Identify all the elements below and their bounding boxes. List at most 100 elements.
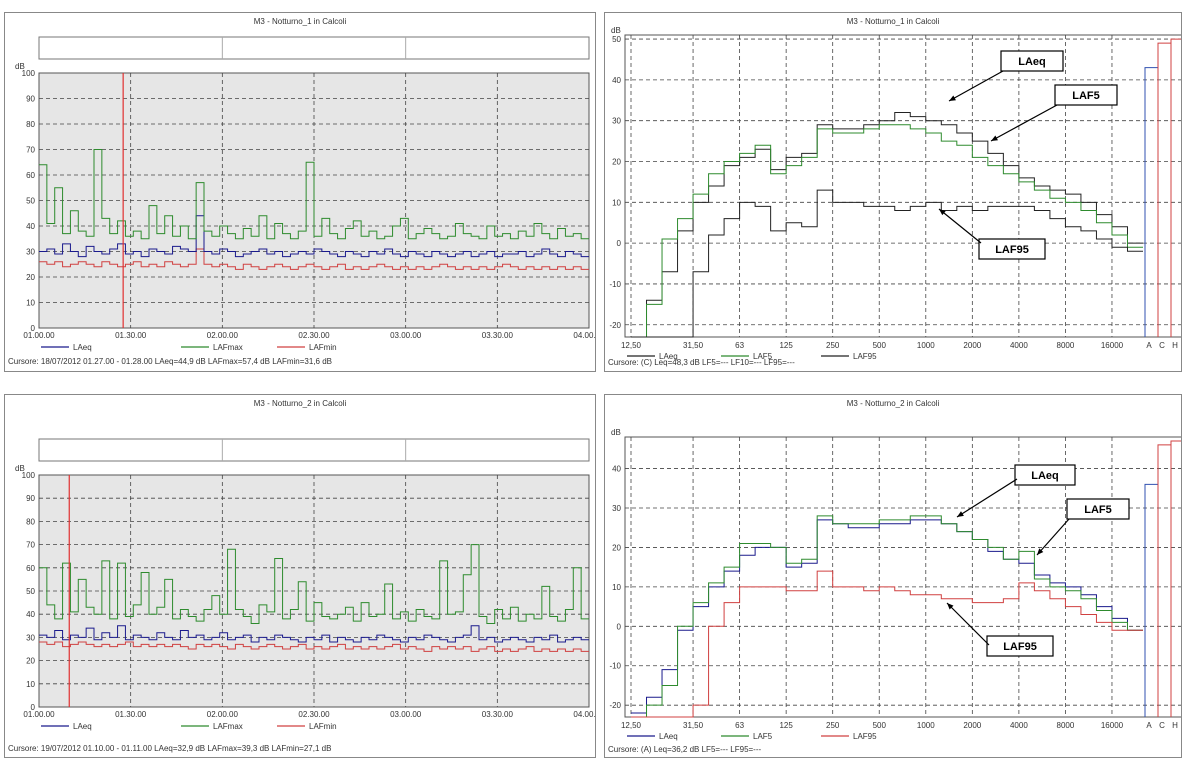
y-tick-label: 80 [26,120,35,129]
legend-label: LAeq [659,732,678,741]
x-tick-label: 4000 [1010,721,1028,730]
x-tick-label: 01.30.00 [115,710,147,719]
y-tick-label: 10 [612,198,621,207]
legend-label: LAF95 [853,352,877,361]
y-tick-label: 30 [26,633,35,642]
cursor-readout: Cursore: 19/07/2012 01.10.00 - 01.11.00 … [8,744,332,753]
series-line-laf5 [631,515,1143,718]
y-tick-label: 20 [26,657,35,666]
y-tick-label: 0 [617,622,622,631]
x-tick-label: 1000 [917,341,935,350]
callout-label: LAF5 [1072,90,1100,102]
callout-label: LAeq [1031,470,1059,482]
cursor-readout: Cursore: (C) Leq=48,3 dB LF5=--- LF10=--… [608,358,795,367]
series-line-laf95 [631,570,1143,718]
x-tick-label: A [1146,341,1152,350]
x-tick-label: A [1146,721,1152,730]
x-tick-label: 01.00.00 [23,331,55,340]
y-tick-label: 10 [612,583,621,592]
y-tick-label: 10 [26,299,35,308]
y-tick-label: 100 [22,69,36,78]
y-tick-label: -20 [609,701,621,710]
x-tick-label: 04.00.00 [573,331,595,340]
y-tick-label: -20 [609,321,621,330]
y-tick-label: 70 [26,146,35,155]
y-tick-label: 60 [26,171,35,180]
series-line-lafmin [39,641,589,652]
series-line-laf5 [631,124,1143,338]
y-tick-label: -10 [609,662,621,671]
legend-label: LAeq [659,352,678,361]
overview-strip [38,438,590,462]
y-tick-label: 100 [22,471,36,480]
x-tick-label: 250 [826,721,840,730]
y-axis-label: dB [611,428,621,437]
x-tick-label: 500 [873,341,887,350]
series-line-lafmin [39,248,589,270]
legend-label: LAF5 [753,352,773,361]
cursor-readout: Cursore: 18/07/2012 01.27.00 - 01.28.00 … [8,357,332,366]
x-tick-label: 31,50 [683,721,704,730]
chart-title: M3 - Notturno_2 in Calcoli [253,399,347,408]
x-tick-label: 03.00.00 [390,331,422,340]
panel-spectrum-1: M3 - Notturno_1 in Calcoli -20 -10 0 10 20 30… [604,12,1182,372]
x-tick-label: 8000 [1057,721,1075,730]
x-tick-label: 4000 [1010,341,1028,350]
series-line-laeq [631,112,1143,338]
y-axis-label: dB [15,464,25,473]
callout-arrow [990,104,1058,142]
y-tick-label: 30 [612,117,621,126]
x-tick-label: 1000 [917,721,935,730]
callout-arrow [938,208,982,244]
x-tick-label: 02.00.00 [207,331,239,340]
y-tick-label: -10 [609,280,621,289]
chart-title: M3 - Notturno_1 in Calcoli [253,17,347,26]
y-tick-label: 50 [612,35,621,44]
callout-label: LAF95 [995,244,1029,256]
callout-arrowhead [1037,548,1044,555]
x-tick-label: 02.30.00 [298,710,330,719]
callout-box [1014,464,1076,486]
y-tick-label: 0 [617,239,622,248]
y-tick-label: 90 [26,494,35,503]
x-tick-label: 31,50 [683,341,704,350]
callout-arrowhead [939,209,946,216]
x-tick-label: 63 [735,721,744,730]
y-tick-label: 20 [26,273,35,282]
y-tick-label: 40 [612,465,621,474]
x-tick-label: 2000 [963,721,981,730]
legend-label: LAFmin [309,343,337,352]
legend-label: LAFmin [309,722,337,731]
callout-box [1066,498,1130,520]
y-tick-label: 60 [26,564,35,573]
legend-label: LAFmax [213,343,243,352]
plot-area [624,436,1181,718]
x-tick-label: 125 [779,721,793,730]
x-tick-label: 12,50 [621,341,642,350]
x-tick-label: 03.30.00 [482,331,514,340]
spectrum-chart-2: -20 -10 0 10 20 30 40 dB 12,50 31,50 63 125 250 500 10… [609,428,1181,741]
x-tick-label: 02.30.00 [298,331,330,340]
x-tick-label: 16000 [1101,721,1124,730]
x-tick-label: 125 [779,341,793,350]
legend-label: LAF5 [753,732,773,741]
callout-box [978,238,1046,260]
y-tick-label: 40 [26,610,35,619]
x-tick-label: 250 [826,341,840,350]
y-tick-label: 20 [612,158,621,167]
chart-title: M3 - Notturno_2 in Calcoli [846,399,940,408]
x-tick-label: 02.00.00 [207,710,239,719]
y-tick-label: 20 [612,543,621,552]
y-tick-label: 30 [26,248,35,257]
legend-label: LAeq [73,722,92,731]
callout-arrow [946,602,990,646]
x-tick-label: 03.30.00 [482,710,514,719]
y-tick-label: 30 [612,504,621,513]
chart-title: M3 - Notturno_1 in Calcoli [846,17,940,26]
y-tick-label: 50 [26,197,35,206]
y-tick-label: 10 [26,680,35,689]
cursor-readout: Cursore: (A) Leq=36,2 dB LF5=--- LF95=--… [608,745,762,754]
